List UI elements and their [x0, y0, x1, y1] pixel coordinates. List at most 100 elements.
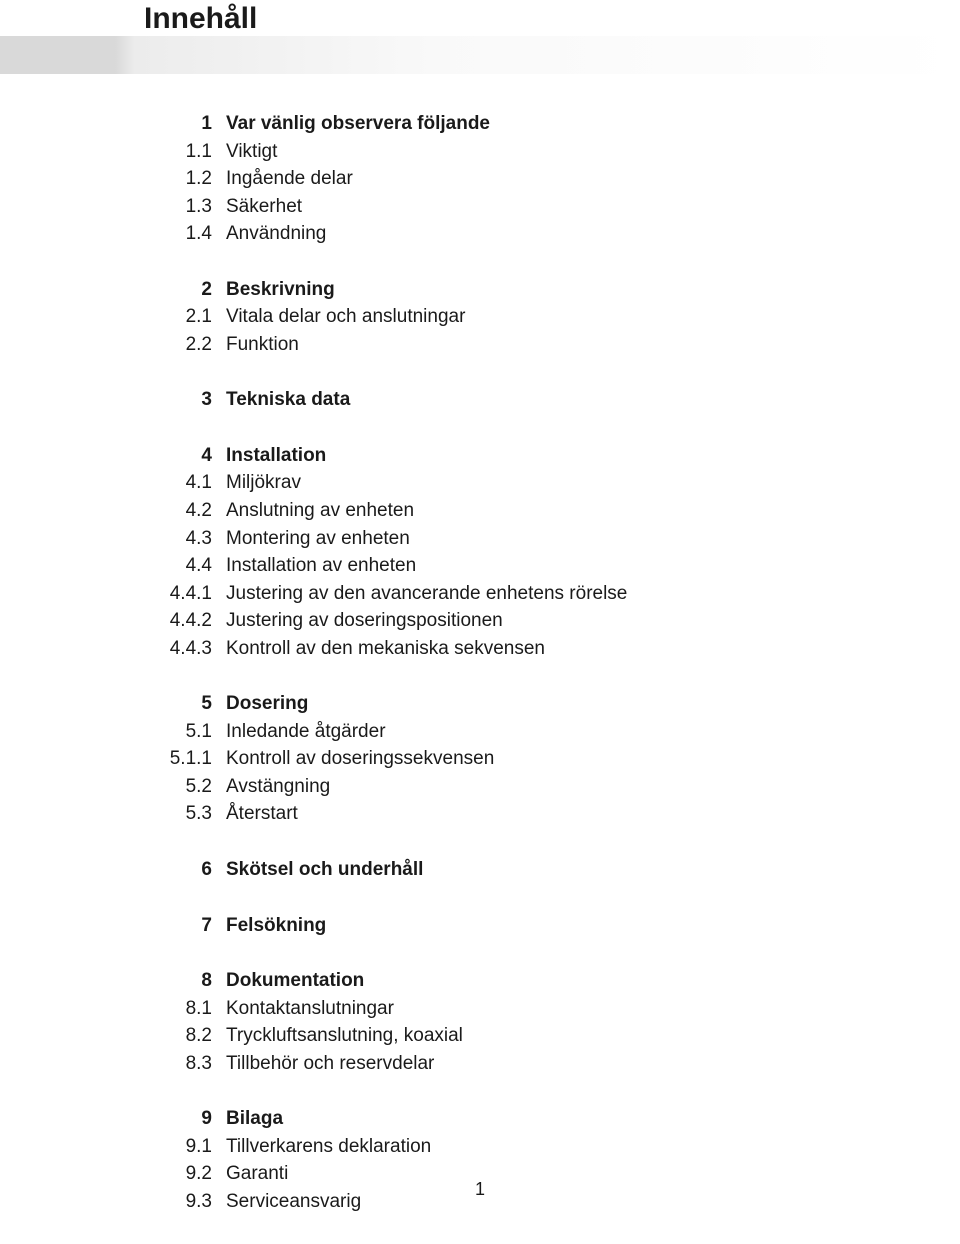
toc-row: 2Beskrivning	[146, 276, 960, 304]
toc-number: 3	[146, 386, 226, 414]
toc-label: Kontaktanslutningar	[226, 995, 960, 1023]
toc-number: 5.1	[146, 718, 226, 746]
toc-row: 4.4.2Justering av doseringspositionen	[146, 607, 960, 635]
toc-number: 1	[146, 110, 226, 138]
toc-number: 5.1.1	[146, 745, 226, 773]
toc-row: 1.3Säkerhet	[146, 193, 960, 221]
toc-row: 2.2Funktion	[146, 331, 960, 359]
toc-number: 2.2	[146, 331, 226, 359]
toc-number: 1.2	[146, 165, 226, 193]
toc-row: 5Dosering	[146, 690, 960, 718]
toc-label: Anslutning av enheten	[226, 497, 960, 525]
toc-label: Funktion	[226, 331, 960, 359]
toc-number: 5	[146, 690, 226, 718]
toc-group: 8Dokumentation8.1Kontaktanslutningar8.2T…	[146, 967, 960, 1077]
toc-number: 4.1	[146, 469, 226, 497]
page-number: 1	[0, 1179, 960, 1200]
toc-label: Skötsel och underhåll	[226, 856, 960, 884]
toc-number: 5.2	[146, 773, 226, 801]
toc-label: Avstängning	[226, 773, 960, 801]
toc-label: Kontroll av doseringssekvensen	[226, 745, 960, 773]
toc-number: 4	[146, 442, 226, 470]
toc-row: 2.1Vitala delar och anslutningar	[146, 303, 960, 331]
toc-number: 1.3	[146, 193, 226, 221]
toc-label: Tekniska data	[226, 386, 960, 414]
toc-row: 9.1Tillverkarens deklaration	[146, 1133, 960, 1161]
table-of-contents: 1Var vänlig observera följande1.1Viktigt…	[146, 110, 960, 1216]
toc-label: Felsökning	[226, 912, 960, 940]
toc-row: 5.2Avstängning	[146, 773, 960, 801]
toc-number: 1.4	[146, 220, 226, 248]
toc-row: 5.1.1Kontroll av doseringssekvensen	[146, 745, 960, 773]
toc-group: 6Skötsel och underhåll	[146, 856, 960, 884]
toc-number: 4.3	[146, 525, 226, 553]
toc-label: Var vänlig observera följande	[226, 110, 960, 138]
toc-number: 5.3	[146, 800, 226, 828]
toc-row: 9Bilaga	[146, 1105, 960, 1133]
toc-number: 2	[146, 276, 226, 304]
toc-label: Viktigt	[226, 138, 960, 166]
toc-row: 1.1Viktigt	[146, 138, 960, 166]
toc-label: Återstart	[226, 800, 960, 828]
toc-group: 4Installation4.1Miljökrav4.2Anslutning a…	[146, 442, 960, 662]
toc-number: 9.1	[146, 1133, 226, 1161]
toc-row: 1Var vänlig observera följande	[146, 110, 960, 138]
toc-number: 7	[146, 912, 226, 940]
page-title: Innehåll	[144, 2, 257, 36]
toc-number: 8.2	[146, 1022, 226, 1050]
toc-row: 5.1Inledande åtgärder	[146, 718, 960, 746]
toc-label: Inledande åtgärder	[226, 718, 960, 746]
toc-row: 4.3Montering av enheten	[146, 525, 960, 553]
toc-label: Tillbehör och reservdelar	[226, 1050, 960, 1078]
toc-label: Vitala delar och anslutningar	[226, 303, 960, 331]
toc-label: Installation av enheten	[226, 552, 960, 580]
toc-row: 6Skötsel och underhåll	[146, 856, 960, 884]
toc-label: Dokumentation	[226, 967, 960, 995]
toc-label: Miljökrav	[226, 469, 960, 497]
toc-row: 4.4Installation av enheten	[146, 552, 960, 580]
toc-row: 3Tekniska data	[146, 386, 960, 414]
toc-row: 8Dokumentation	[146, 967, 960, 995]
toc-row: 1.2Ingående delar	[146, 165, 960, 193]
toc-row: 1.4Användning	[146, 220, 960, 248]
toc-number: 9	[146, 1105, 226, 1133]
toc-number: 8.1	[146, 995, 226, 1023]
toc-number: 4.4.1	[146, 580, 226, 608]
header-band: Innehåll	[0, 36, 960, 74]
page: Innehåll 1Var vänlig observera följande1…	[0, 36, 960, 1216]
toc-group: 2Beskrivning2.1Vitala delar och anslutni…	[146, 276, 960, 359]
toc-label: Installation	[226, 442, 960, 470]
toc-label: Användning	[226, 220, 960, 248]
toc-row: 5.3Återstart	[146, 800, 960, 828]
toc-number: 6	[146, 856, 226, 884]
toc-label: Tryckluftsanslutning, koaxial	[226, 1022, 960, 1050]
toc-group: 3Tekniska data	[146, 386, 960, 414]
toc-number: 4.4	[146, 552, 226, 580]
toc-label: Tillverkarens deklaration	[226, 1133, 960, 1161]
toc-row: 7Felsökning	[146, 912, 960, 940]
toc-row: 8.1Kontaktanslutningar	[146, 995, 960, 1023]
toc-number: 4.2	[146, 497, 226, 525]
toc-row: 4.4.1Justering av den avancerande enhete…	[146, 580, 960, 608]
toc-row: 8.2Tryckluftsanslutning, koaxial	[146, 1022, 960, 1050]
toc-row: 4Installation	[146, 442, 960, 470]
toc-number: 4.4.3	[146, 635, 226, 663]
toc-row: 4.1Miljökrav	[146, 469, 960, 497]
toc-label: Montering av enheten	[226, 525, 960, 553]
toc-number: 8.3	[146, 1050, 226, 1078]
toc-label: Justering av den avancerande enhetens rö…	[226, 580, 960, 608]
toc-label: Justering av doseringspositionen	[226, 607, 960, 635]
toc-number: 1.1	[146, 138, 226, 166]
toc-group: 1Var vänlig observera följande1.1Viktigt…	[146, 110, 960, 248]
toc-label: Bilaga	[226, 1105, 960, 1133]
toc-number: 8	[146, 967, 226, 995]
toc-row: 8.3Tillbehör och reservdelar	[146, 1050, 960, 1078]
toc-label: Dosering	[226, 690, 960, 718]
toc-row: 4.4.3Kontroll av den mekaniska sekvensen	[146, 635, 960, 663]
toc-label: Kontroll av den mekaniska sekvensen	[226, 635, 960, 663]
toc-group: 7Felsökning	[146, 912, 960, 940]
toc-number: 4.4.2	[146, 607, 226, 635]
toc-row: 4.2Anslutning av enheten	[146, 497, 960, 525]
toc-label: Säkerhet	[226, 193, 960, 221]
toc-number: 2.1	[146, 303, 226, 331]
